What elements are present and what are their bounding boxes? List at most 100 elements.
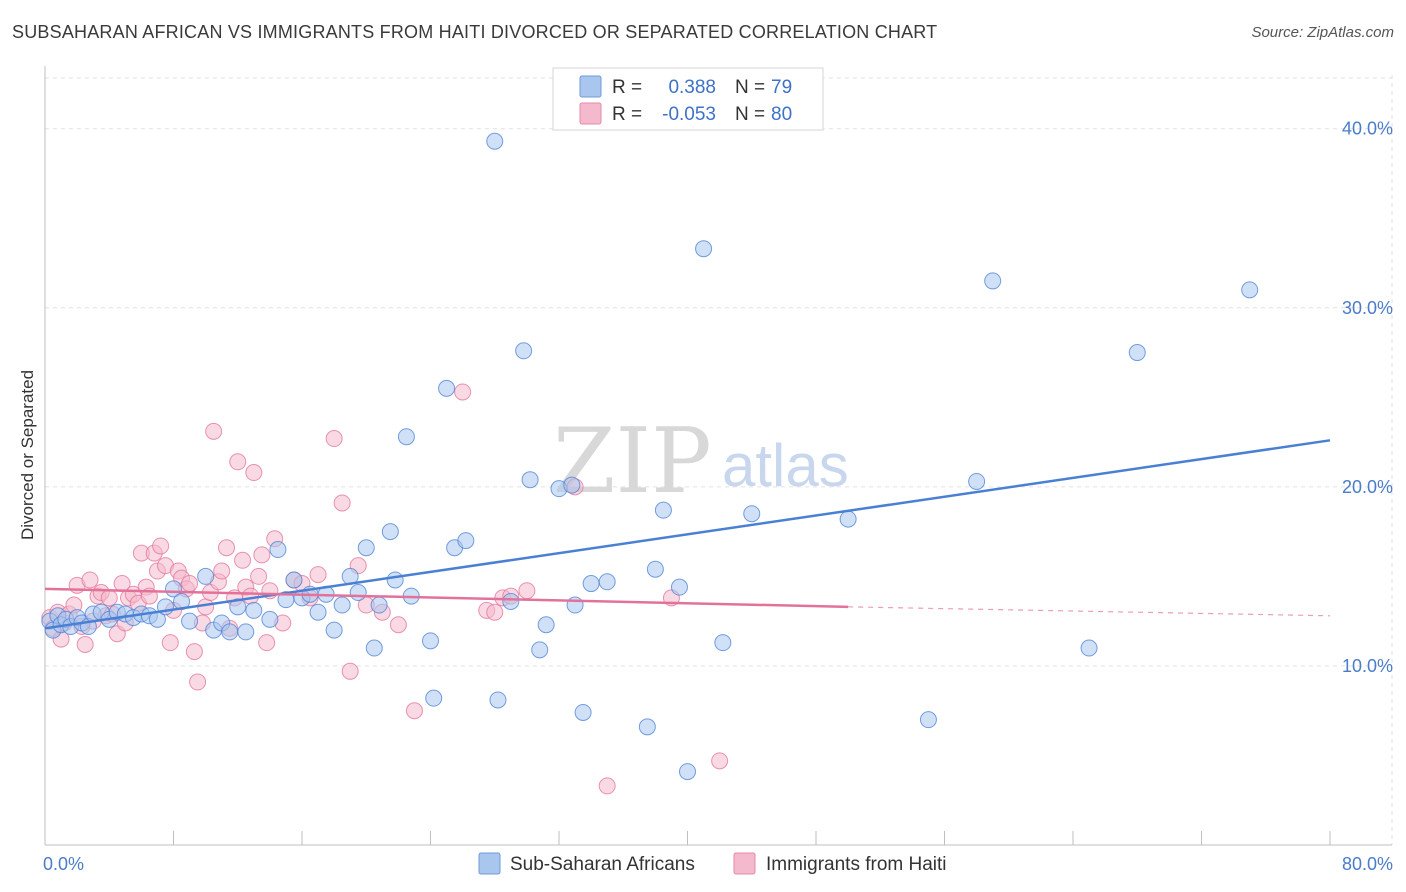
sub-saharan-point — [325, 621, 343, 639]
y-tick-label: 20.0% — [1342, 477, 1393, 497]
sub-saharan-point — [521, 471, 539, 489]
sub-saharan-point — [221, 623, 239, 641]
haiti-point — [253, 546, 271, 564]
haiti-point — [189, 673, 207, 691]
haiti-point — [213, 562, 231, 580]
trend-line-haiti — [44, 587, 849, 609]
correlation-legend: R = 0.388 N = 79 R = -0.053 N = 80 — [552, 67, 824, 131]
haiti-point — [76, 635, 94, 653]
haiti-point — [218, 539, 236, 557]
haiti-point — [161, 634, 179, 652]
watermark-atlas: atlas — [722, 432, 849, 499]
trend-line-sub-saharan — [44, 439, 1331, 630]
haiti-point — [518, 582, 536, 600]
sub-saharan-point — [646, 560, 664, 578]
sub-saharan-point — [531, 641, 549, 659]
bottom-legend-swatch-blue — [478, 852, 501, 875]
sub-saharan-point — [386, 571, 404, 589]
sub-saharan-point — [515, 342, 533, 360]
sub-saharan-point — [365, 639, 383, 657]
legend-swatch-pink — [579, 102, 602, 125]
sub-saharan-point — [370, 596, 388, 614]
haiti-point — [341, 662, 359, 680]
sub-saharan-point — [349, 584, 367, 602]
bottom-legend-label-blue: Sub-Saharan Africans — [510, 854, 695, 875]
haiti-point — [81, 571, 99, 589]
sub-saharan-point — [839, 510, 857, 528]
sub-saharan-point — [261, 610, 279, 628]
sub-saharan-point — [984, 272, 1002, 290]
y-tick-label: 30.0% — [1342, 298, 1393, 318]
sub-saharan-point — [714, 634, 732, 652]
sub-saharan-point — [237, 623, 255, 641]
sub-saharan-point — [563, 476, 581, 494]
x-tick-label-min: 0.0% — [43, 854, 84, 874]
sub-saharan-point — [197, 567, 215, 585]
haiti-point — [100, 589, 118, 607]
sub-saharan-point — [438, 379, 456, 397]
sub-saharan-point — [598, 573, 616, 591]
legend-r-label-2: R = — [612, 104, 642, 125]
sub-saharan-point — [181, 612, 199, 630]
sub-saharan-point — [537, 616, 555, 634]
sub-saharan-point — [743, 505, 761, 523]
bottom-legend-swatch-pink — [733, 852, 756, 875]
sub-saharan-point — [229, 598, 247, 616]
haiti-point — [333, 494, 351, 512]
legend-n-value-2: 80 — [771, 104, 792, 125]
haiti-point — [486, 603, 504, 621]
haiti-point — [152, 537, 170, 555]
sub-saharan-point — [425, 689, 443, 707]
trend-lines — [44, 439, 1331, 630]
sub-saharan-point — [638, 718, 656, 736]
sub-saharan-point — [1128, 344, 1146, 362]
legend-r-value-1: 0.388 — [668, 77, 716, 98]
sub-saharan-point — [357, 539, 375, 557]
sub-saharan-point — [285, 571, 303, 589]
haiti-point — [229, 453, 247, 471]
sub-saharan-point — [582, 575, 600, 593]
source-credit: Source: ZipAtlas.com — [1251, 24, 1394, 41]
trend-line-haiti-extension — [848, 606, 1331, 617]
sub-saharan-point — [422, 632, 439, 650]
legend-swatch-blue — [579, 75, 602, 98]
haiti-point — [245, 464, 263, 482]
gridlines — [45, 75, 1393, 845]
legend-n-value-1: 79 — [771, 77, 792, 98]
haiti-point — [205, 422, 223, 440]
bottom-legend-label-pink: Immigrants from Haiti — [766, 854, 947, 875]
haiti-point — [234, 551, 252, 569]
sub-saharan-point — [670, 578, 688, 596]
haiti-point — [325, 430, 343, 448]
sub-saharan-point — [333, 596, 351, 614]
axes — [44, 66, 1392, 846]
sub-saharan-point — [654, 501, 672, 519]
legend-n-label-2: N = — [735, 104, 765, 125]
sub-saharan-point — [486, 132, 504, 150]
sub-saharan-point — [489, 691, 507, 709]
haiti-point — [711, 752, 729, 770]
sub-saharan-point — [245, 601, 263, 619]
sub-saharan-point — [457, 532, 475, 550]
legend-n-label-1: N = — [735, 77, 765, 98]
series-sub-saharan-africans — [41, 132, 1259, 781]
tick-labels: 10.0% 20.0% 30.0% 40.0% 0.0% 80.0% — [43, 119, 1393, 874]
sub-saharan-point — [695, 240, 713, 258]
sub-saharan-point — [269, 541, 287, 559]
haiti-point — [250, 567, 268, 585]
sub-saharan-point — [1241, 281, 1259, 299]
legend-r-label-1: R = — [612, 77, 642, 98]
sub-saharan-point — [309, 603, 327, 621]
sub-saharan-point — [1080, 639, 1098, 657]
haiti-point — [258, 634, 276, 652]
y-tick-label: 10.0% — [1342, 656, 1393, 676]
haiti-point — [389, 616, 407, 634]
sub-saharan-point — [574, 703, 592, 721]
sub-saharan-point — [397, 428, 415, 446]
x-tick-label-max: 80.0% — [1342, 854, 1393, 874]
haiti-point — [454, 383, 472, 401]
sub-saharan-point — [502, 592, 520, 610]
haiti-point — [309, 566, 327, 584]
chart-title: SUBSAHARAN AFRICAN VS IMMIGRANTS FROM HA… — [12, 22, 938, 42]
